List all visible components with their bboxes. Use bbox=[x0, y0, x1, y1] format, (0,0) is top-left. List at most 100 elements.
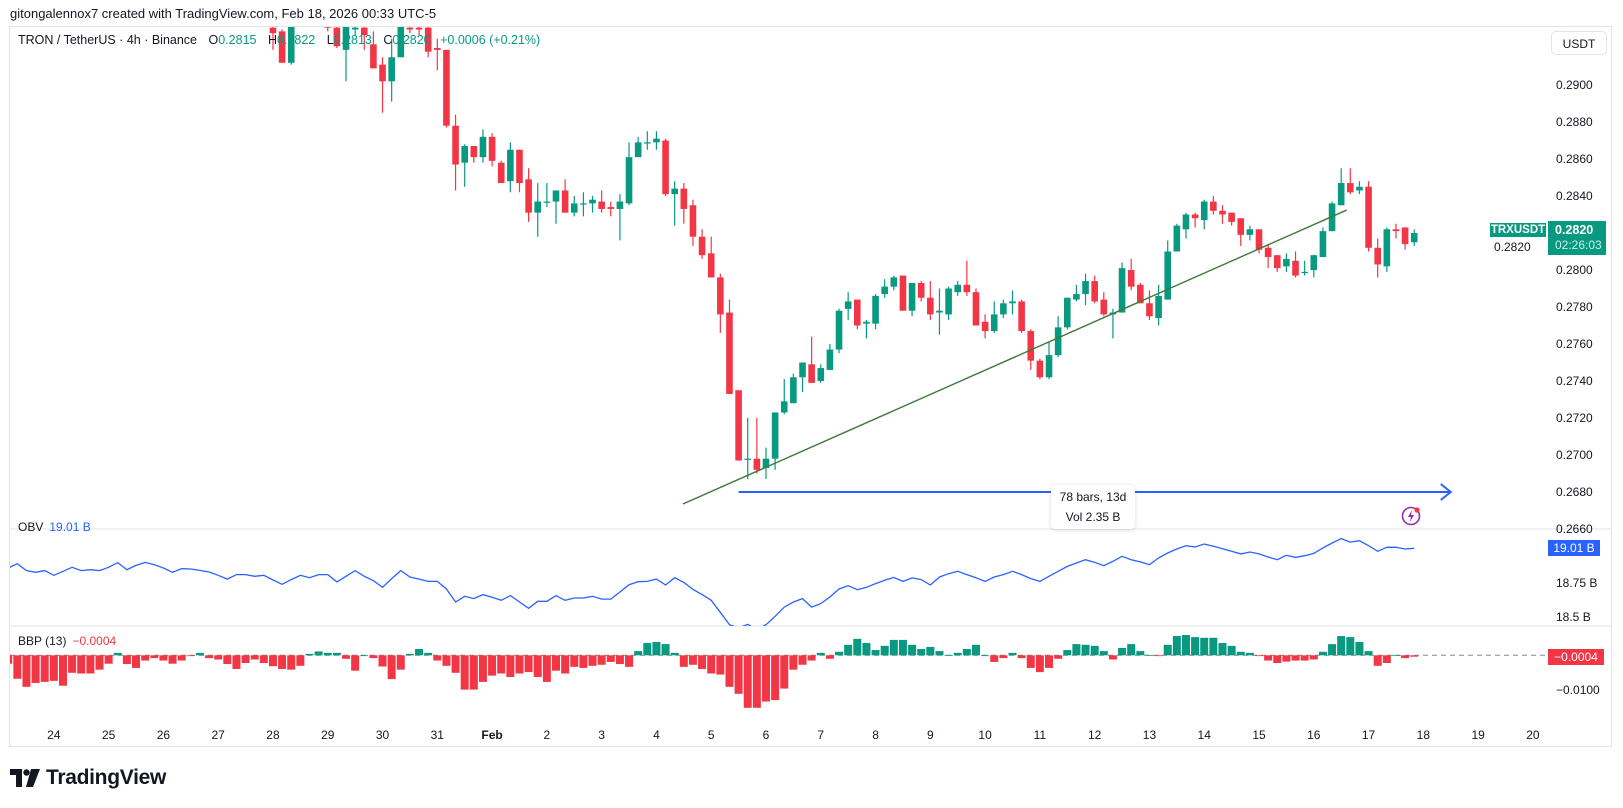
change-value: +0.0006 (+0.21%) bbox=[440, 33, 541, 47]
drawings[interactable] bbox=[682, 209, 1453, 505]
candle-body bbox=[497, 162, 505, 184]
candle-body bbox=[1301, 271, 1308, 274]
candle-body bbox=[1054, 327, 1062, 356]
candle-body bbox=[479, 136, 487, 158]
candle bbox=[1073, 284, 1080, 302]
time-tick-label: 5 bbox=[708, 728, 715, 742]
bbp-bar bbox=[780, 655, 789, 689]
bbp-bar bbox=[1318, 651, 1327, 656]
bbp-bar bbox=[415, 649, 424, 656]
bbp-bar bbox=[597, 655, 606, 665]
time-tick-label: 4 bbox=[653, 728, 660, 742]
candles bbox=[269, 7, 1418, 480]
bbp-bar bbox=[688, 655, 697, 665]
time-tick-label: 25 bbox=[102, 728, 116, 742]
bbp-bar bbox=[570, 655, 579, 667]
candle bbox=[1301, 260, 1308, 276]
bbp-bar bbox=[789, 655, 798, 670]
bbp-bar bbox=[643, 643, 652, 656]
bbp-bar bbox=[853, 638, 862, 656]
bbp-bar bbox=[1373, 655, 1382, 666]
bbp-bar bbox=[889, 639, 898, 656]
candle-body bbox=[269, 27, 277, 34]
bbp-bar bbox=[515, 655, 524, 674]
price-axis[interactable]: 0.2900 0.2880 0.2860 0.2840 0.2820 0.2800 0.27… bbox=[1494, 78, 1593, 536]
trendline[interactable] bbox=[682, 209, 1347, 505]
bbp-bar bbox=[342, 655, 351, 659]
bbp-value: −0.0004 bbox=[72, 634, 117, 648]
candle bbox=[589, 196, 596, 213]
bbp-bar bbox=[132, 655, 141, 668]
candle-body bbox=[315, 7, 322, 18]
obv-label: OBV bbox=[18, 520, 44, 534]
time-tick-label: 15 bbox=[1252, 728, 1266, 742]
bbp-bar bbox=[524, 655, 533, 673]
candle bbox=[744, 418, 752, 480]
candle bbox=[707, 236, 715, 278]
lightning-icon[interactable] bbox=[1401, 506, 1421, 526]
candle-body bbox=[826, 349, 834, 370]
candle bbox=[324, 27, 332, 32]
candle bbox=[945, 286, 952, 320]
candle bbox=[607, 201, 615, 217]
bbp-bar bbox=[351, 655, 360, 671]
candle bbox=[954, 281, 962, 296]
candle bbox=[1054, 316, 1062, 357]
bbp-bar bbox=[150, 655, 159, 659]
obv-tick: 18.75 B bbox=[1556, 576, 1598, 590]
bbp-current-tag: −0.0004 bbox=[1548, 649, 1604, 665]
bbp-bar bbox=[1154, 655, 1163, 657]
price-tick-label: 0.2900 bbox=[1556, 78, 1593, 92]
candle bbox=[1365, 181, 1372, 252]
bbp-bar bbox=[168, 655, 177, 664]
bbp-bar bbox=[1035, 655, 1044, 673]
candle bbox=[917, 281, 925, 302]
time-axis[interactable]: 24 25 26 27 28 29 30 31 Feb 2 3 4 5 6 7 8 9 10 11 12 13 14 15 1… bbox=[47, 728, 1540, 742]
candle-body bbox=[844, 301, 852, 309]
candle bbox=[808, 336, 815, 383]
candle-body bbox=[1164, 251, 1172, 300]
candle bbox=[543, 183, 551, 208]
candle-body bbox=[1137, 284, 1144, 304]
candle-body bbox=[543, 201, 551, 203]
candle bbox=[1045, 342, 1053, 380]
candle-body bbox=[1155, 295, 1162, 319]
candle bbox=[881, 279, 888, 298]
bbp-bar bbox=[1118, 647, 1127, 656]
date-range-measure-label[interactable]: 78 bars, 13d Vol 2.35 B bbox=[1051, 485, 1135, 529]
candle-body bbox=[808, 364, 815, 383]
bbp-legend[interactable]: BBP (13) −0.0004 bbox=[18, 634, 116, 648]
candle bbox=[780, 379, 788, 415]
candle-body bbox=[306, 11, 313, 18]
bbp-bar bbox=[433, 655, 442, 661]
symbol-title[interactable]: TRON / TetherUS · 4h · Binance bbox=[18, 33, 198, 47]
obv-legend[interactable]: OBV 19.01 B bbox=[18, 520, 91, 534]
candle-body bbox=[1383, 229, 1391, 267]
candle-body bbox=[278, 31, 286, 63]
currency-button[interactable]: USDT bbox=[1551, 31, 1607, 55]
bbp-bar bbox=[871, 650, 880, 656]
bbp-bar bbox=[1136, 651, 1145, 656]
bbp-bar bbox=[1072, 644, 1081, 656]
bbp-bar bbox=[661, 644, 670, 656]
candle bbox=[1210, 196, 1217, 215]
candle bbox=[360, 27, 368, 50]
bbp-bar bbox=[1328, 644, 1337, 656]
chart-frame bbox=[9, 26, 1612, 747]
bbp-label: BBP (13) bbox=[18, 634, 67, 648]
price-tick-label: 0.2860 bbox=[1556, 152, 1593, 166]
candle-body bbox=[1228, 212, 1235, 222]
candle-body bbox=[753, 458, 761, 470]
candle-body bbox=[516, 149, 523, 184]
candle bbox=[1392, 223, 1400, 239]
price-tick-label: 0.2740 bbox=[1556, 374, 1593, 388]
bbp-bar bbox=[552, 655, 560, 671]
candle bbox=[908, 282, 916, 317]
bbp-bar bbox=[241, 655, 250, 663]
time-tick-label: 31 bbox=[431, 728, 445, 742]
tradingview-logo[interactable]: TradingView bbox=[10, 765, 166, 791]
candle-body bbox=[1118, 268, 1126, 313]
candle-body bbox=[853, 299, 861, 326]
symbol-legend[interactable]: TRON / TetherUS · 4h · Binance O0.2815 H… bbox=[18, 33, 540, 47]
